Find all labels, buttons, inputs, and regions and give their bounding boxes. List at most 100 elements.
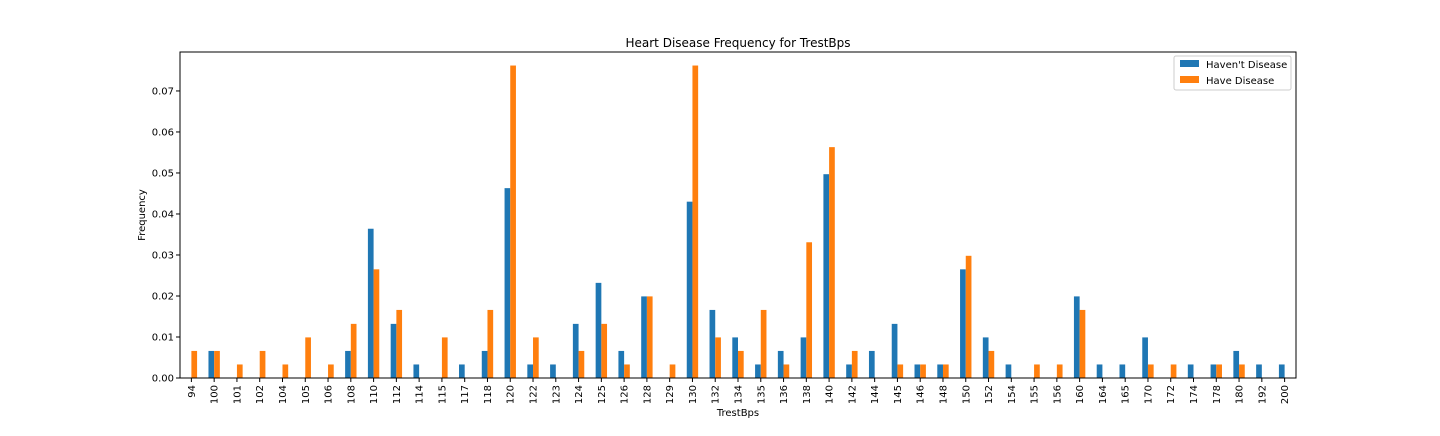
bar-havent-disease-130 <box>686 201 693 378</box>
y-tick-label: 0.01 <box>152 332 174 343</box>
x-tick-label: 112 <box>392 385 403 404</box>
bar-havent-disease-178 <box>1210 364 1217 378</box>
plot-area-frame <box>179 51 1297 379</box>
y-tick-label: 0.00 <box>152 374 174 385</box>
bar-havent-disease-200 <box>1278 364 1285 378</box>
bar-havent-disease-144 <box>868 350 875 378</box>
bar-have-disease-142 <box>851 350 858 378</box>
x-tick-label: 180 <box>1235 385 1246 404</box>
bar-have-disease-108 <box>350 323 357 378</box>
bar-have-disease-148 <box>942 364 949 378</box>
x-tick-label: 129 <box>665 385 676 404</box>
bar-have-disease-140 <box>829 147 835 378</box>
x-tick-label: 142 <box>847 385 858 404</box>
bar-have-disease-155 <box>1034 364 1040 378</box>
x-tick-label: 165 <box>1121 385 1132 404</box>
bar-havent-disease-165 <box>1119 364 1126 378</box>
bar-have-disease-145 <box>897 364 904 378</box>
bar-havent-disease-138 <box>800 337 807 378</box>
bar-havent-disease-192 <box>1256 364 1262 378</box>
bar-havent-disease-118 <box>481 350 488 378</box>
bar-have-disease-105 <box>305 337 311 378</box>
bar-havent-disease-174 <box>1187 364 1194 378</box>
bar-havent-disease-150 <box>960 269 966 378</box>
y-tick-label: 0.03 <box>152 250 174 261</box>
bars-group <box>191 65 1285 378</box>
bar-havent-disease-114 <box>413 364 420 378</box>
y-tick-label: 0.05 <box>152 168 174 179</box>
legend-swatch-have-disease <box>1180 76 1199 83</box>
bar-have-disease-180 <box>1239 364 1245 378</box>
bar-havent-disease-148 <box>937 364 943 378</box>
bar-have-disease-102 <box>259 350 266 378</box>
bar-havent-disease-120 <box>504 188 511 378</box>
x-tick-label: 130 <box>688 385 699 404</box>
bar-have-disease-156 <box>1056 364 1063 378</box>
x-tick-label: 160 <box>1075 385 1086 404</box>
x-tick-label: 135 <box>756 385 767 404</box>
bar-have-disease-160 <box>1079 309 1086 378</box>
plot-area-background <box>180 52 1296 378</box>
x-tick-label: 134 <box>734 385 745 404</box>
bar-havent-disease-117 <box>459 364 465 378</box>
x-tick-label: 117 <box>460 385 471 404</box>
bar-havent-disease-125 <box>595 282 602 378</box>
legend-label-havent-disease: Haven't Disease <box>1206 60 1287 71</box>
x-tick-label: 100 <box>210 385 221 404</box>
bar-have-disease-128 <box>646 296 653 378</box>
x-tick-label: 110 <box>369 385 380 404</box>
bar-havent-disease-112 <box>390 323 397 378</box>
x-tick-label: 145 <box>893 385 904 404</box>
x-tick-label: 106 <box>324 385 335 404</box>
bar-havent-disease-164 <box>1096 364 1103 378</box>
bar-have-disease-122 <box>533 337 539 378</box>
x-tick-label: 192 <box>1257 385 1268 404</box>
bar-have-disease-124 <box>578 350 585 378</box>
x-tick-label: 148 <box>938 385 949 404</box>
bar-have-disease-110 <box>373 269 380 378</box>
x-tick-label: 124 <box>574 385 585 404</box>
bar-have-disease-152 <box>988 350 995 378</box>
legend-swatch-havent-disease <box>1180 60 1199 67</box>
x-tick-label: 172 <box>1166 385 1177 404</box>
bar-have-disease-120 <box>510 65 516 378</box>
x-tick-label: 118 <box>483 385 494 404</box>
bar-havent-disease-100 <box>208 350 215 378</box>
bar-havent-disease-180 <box>1233 350 1240 378</box>
x-tick-label: 102 <box>255 385 266 404</box>
bar-have-disease-129 <box>669 364 676 378</box>
bar-havent-disease-110 <box>367 228 374 378</box>
bar-have-disease-170 <box>1147 364 1154 378</box>
bar-have-disease-112 <box>396 309 403 378</box>
x-tick-label: 126 <box>620 385 631 404</box>
y-axis: 0.00 0.01 0.02 0.03 0.04 0.05 0.06 0.07 <box>152 86 180 385</box>
bar-have-disease-100 <box>214 350 220 378</box>
x-tick-label: 146 <box>916 385 927 404</box>
x-tick-label: 125 <box>597 385 608 404</box>
bar-have-disease-146 <box>920 364 926 378</box>
x-tick-label: 128 <box>642 385 653 404</box>
bar-havent-disease-140 <box>823 174 830 378</box>
x-tick-label: 132 <box>711 385 722 404</box>
y-tick-label: 0.02 <box>152 291 174 302</box>
bar-have-disease-178 <box>1216 364 1222 378</box>
x-tick-label: 144 <box>870 385 881 404</box>
x-tick-label: 200 <box>1280 385 1291 404</box>
bar-havent-disease-152 <box>982 337 989 378</box>
bar-have-disease-115 <box>441 337 448 378</box>
x-tick-label: 123 <box>551 385 562 404</box>
chart-title: Heart Disease Frequency for TrestBps <box>625 36 850 50</box>
x-tick-label: 105 <box>301 385 312 404</box>
bar-havent-disease-154 <box>1005 364 1012 378</box>
x-axis: 94 100 101 102 104 105 106 108 110 112 114 115 117 11… <box>187 378 1291 404</box>
x-tick-label: 122 <box>529 385 540 404</box>
x-tick-label: 120 <box>506 385 517 404</box>
bar-have-disease-135 <box>760 309 767 378</box>
x-tick-label: 140 <box>825 385 836 404</box>
x-tick-label: 136 <box>779 385 790 404</box>
x-tick-label: 154 <box>1007 385 1018 404</box>
x-tick-label: 114 <box>415 385 426 404</box>
bar-havent-disease-132 <box>709 309 716 378</box>
x-tick-label: 101 <box>232 385 243 404</box>
